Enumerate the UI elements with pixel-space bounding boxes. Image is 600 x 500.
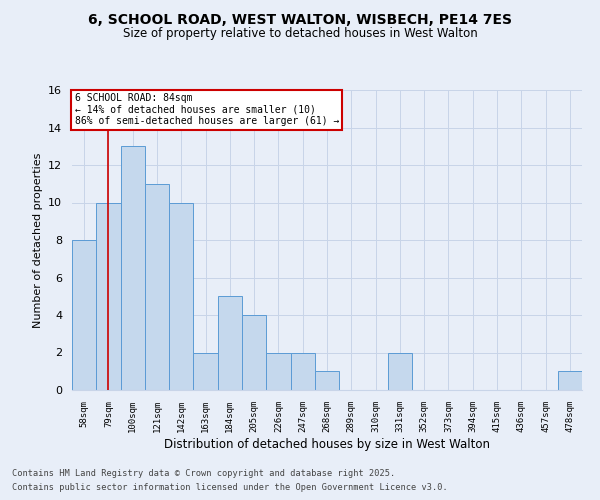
Bar [558,371,582,390]
Bar [218,296,242,390]
Bar [72,240,96,390]
Bar [121,146,145,390]
Y-axis label: Number of detached properties: Number of detached properties [32,152,43,328]
Bar [169,202,193,390]
Text: 6 SCHOOL ROAD: 84sqm
← 14% of detached houses are smaller (10)
86% of semi-detac: 6 SCHOOL ROAD: 84sqm ← 14% of detached h… [74,93,339,126]
Text: Contains HM Land Registry data © Crown copyright and database right 2025.: Contains HM Land Registry data © Crown c… [12,468,395,477]
Bar [145,184,169,390]
X-axis label: Distribution of detached houses by size in West Walton: Distribution of detached houses by size … [164,438,490,450]
Bar [96,202,121,390]
Text: Contains public sector information licensed under the Open Government Licence v3: Contains public sector information licen… [12,484,448,492]
Bar [242,315,266,390]
Bar [266,352,290,390]
Bar [290,352,315,390]
Bar [315,371,339,390]
Bar [388,352,412,390]
Text: Size of property relative to detached houses in West Walton: Size of property relative to detached ho… [122,28,478,40]
Bar [193,352,218,390]
Text: 6, SCHOOL ROAD, WEST WALTON, WISBECH, PE14 7ES: 6, SCHOOL ROAD, WEST WALTON, WISBECH, PE… [88,12,512,26]
